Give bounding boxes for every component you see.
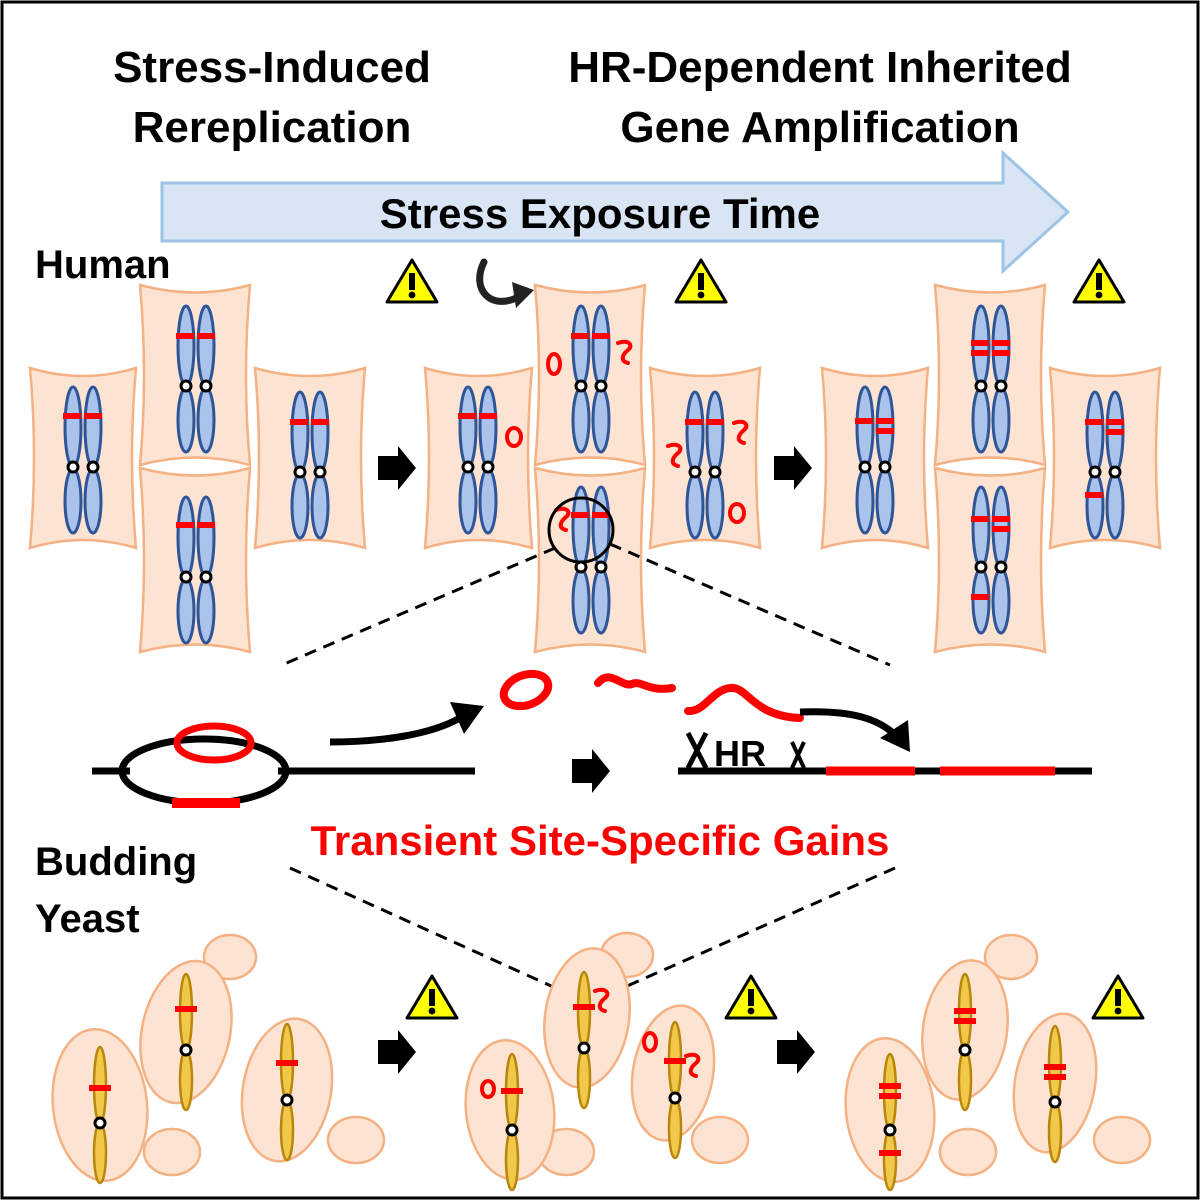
yeast-bud xyxy=(326,1115,386,1165)
left-title-line1: Stress-Induced xyxy=(113,43,431,92)
timeline-label: Stress Exposure Time xyxy=(380,190,820,237)
human-cell xyxy=(648,366,762,550)
yeast-bud xyxy=(1092,1115,1152,1165)
human-cell xyxy=(933,466,1047,654)
yeast-cells-group-3 xyxy=(844,933,1152,1192)
human-cell xyxy=(138,466,252,654)
human-cell xyxy=(933,283,1047,467)
human-cells-group-1 xyxy=(28,283,367,654)
dashed-connector xyxy=(289,866,561,992)
right-title-line1: HR-Dependent Inherited xyxy=(568,43,1072,92)
hr-integration: HR xyxy=(678,708,1092,776)
right-title-line2: Gene Amplification xyxy=(620,103,1019,152)
human-cell xyxy=(533,283,647,467)
yeast-cells-group-2 xyxy=(464,931,750,1192)
rereplication-bubble xyxy=(92,722,475,808)
human-cell xyxy=(820,366,930,550)
yeast-bud xyxy=(938,1127,998,1177)
mechanism-caption: Transient Site-Specific Gains xyxy=(311,817,890,864)
human-cell xyxy=(423,366,534,550)
released-amplicon-fragments xyxy=(499,669,804,722)
human-cell xyxy=(253,366,367,550)
yeast-bud xyxy=(983,933,1039,981)
human-label: Human xyxy=(35,243,171,287)
timeline-arrow xyxy=(160,149,1071,275)
human-cells-group-3 xyxy=(820,283,1162,654)
yeast-label-line2: Yeast xyxy=(35,897,140,941)
curved-arrow-icon xyxy=(476,258,534,308)
dashed-connector xyxy=(617,866,896,992)
yeast-bud xyxy=(202,933,258,981)
magnifier-circle-icon xyxy=(547,496,615,564)
yeast-bud xyxy=(142,1127,202,1177)
release-arrow xyxy=(329,702,484,746)
human-cell xyxy=(138,283,252,467)
human-cell xyxy=(28,366,138,550)
human-cells-group-2 xyxy=(423,283,762,654)
yeast-cells-group-1 xyxy=(51,933,386,1185)
yeast-bud xyxy=(690,1115,750,1165)
dashed-connector xyxy=(281,546,556,667)
dashed-connector xyxy=(609,542,891,667)
left-title-line2: Rereplication xyxy=(133,103,412,152)
hr-label: HR xyxy=(714,733,766,774)
human-cell xyxy=(1048,366,1162,550)
yeast-label-line1: Budding xyxy=(35,840,197,884)
